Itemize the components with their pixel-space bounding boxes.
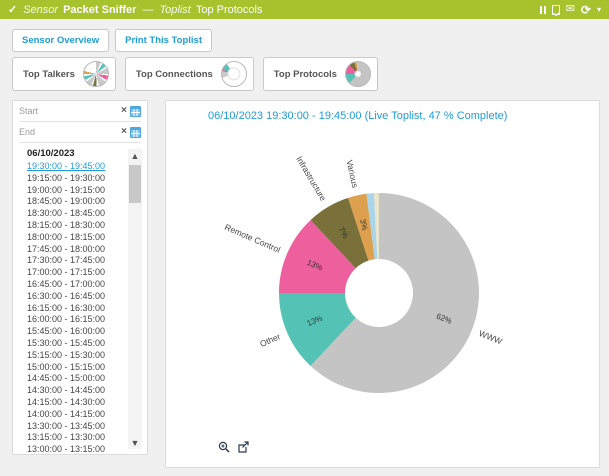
toplist-chart-panel: 06/10/2023 19:30:00 - 19:45:00 (Live Top… [165,100,600,468]
card-top-protocols[interactable]: Top Protocols [263,57,378,91]
sensor-type-label: Sensor [23,4,58,16]
toplist-cards: Top Talkers Top Connections Top Protocol… [12,57,378,91]
slice-name-label: Infrastructure [294,154,328,202]
clear-end-icon[interactable]: × [121,127,127,137]
prtg-toplist-page: ✓ Sensor Packet Sniffer — Toplist Top Pr… [0,0,609,476]
toplist-label: Toplist [159,4,190,16]
slice-name-label: Other [258,331,282,349]
scroll-up-icon[interactable]: ▲ [128,149,142,162]
top-protocols-pie-icon [345,61,371,87]
scroll-down-icon[interactable]: ▼ [128,436,142,449]
chart-title: 06/10/2023 19:30:00 - 19:45:00 (Live Top… [208,110,507,122]
print-toplist-button[interactable]: Print This Toplist [115,29,212,52]
start-date-row: × [19,101,141,122]
toplist-history-panel: × × 06/10/2023 19:30:00 - 19:45:0019:15:… [12,100,148,455]
open-external-icon[interactable] [237,441,249,453]
slice-name-label: Various [344,159,360,189]
card-top-talkers[interactable]: Top Talkers [12,57,116,91]
zoom-in-icon[interactable] [218,441,230,453]
report-icon[interactable] [552,5,560,15]
header-separator: — [142,4,153,16]
slice-name-label: Remote Control [223,222,282,255]
slice-name-label: WWW [478,328,504,346]
clear-start-icon[interactable]: × [121,106,127,116]
refresh-icon[interactable]: ⟳ [581,4,591,16]
calendar-icon[interactable] [130,106,141,117]
email-icon[interactable]: ✉ [566,4,575,15]
card-label: Top Talkers [23,69,75,80]
history-scrollbar[interactable]: ▲ ▼ [128,149,142,449]
sensor-overview-button[interactable]: Sensor Overview [12,29,109,52]
status-check-icon: ✓ [8,3,17,16]
scrollbar-thumb[interactable] [129,165,141,203]
calendar-icon[interactable] [130,127,141,138]
toolbar: Sensor Overview Print This Toplist [12,29,212,52]
caret-down-icon[interactable]: ▾ [597,5,601,14]
sensor-header-bar: ✓ Sensor Packet Sniffer — Toplist Top Pr… [0,0,609,19]
card-label: Top Protocols [274,69,337,80]
page-title: Top Protocols [196,4,263,16]
end-date-row: × [19,122,141,143]
top-talkers-pie-icon [83,61,109,87]
pause-icon[interactable] [540,6,546,14]
sensor-name: Packet Sniffer [63,4,136,16]
card-top-connections[interactable]: Top Connections [125,57,254,91]
card-label: Top Connections [136,69,213,80]
top-connections-pie-icon [221,61,247,87]
protocol-donut-chart: 62%WWW13%Other13%Remote Control7%Infrast… [214,141,544,451]
toplist-history: 06/10/2023 19:30:00 - 19:45:0019:15:00 -… [13,147,147,454]
chart-footer [218,441,249,453]
end-date-input[interactable] [19,127,121,137]
start-date-input[interactable] [19,106,121,116]
